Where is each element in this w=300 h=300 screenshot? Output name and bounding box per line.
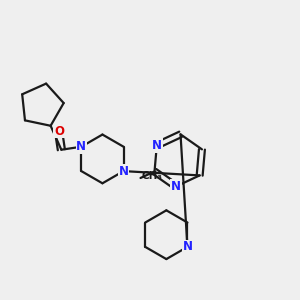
- Text: N: N: [152, 139, 162, 152]
- Text: N: N: [182, 240, 193, 254]
- Text: N: N: [76, 140, 86, 153]
- Text: N: N: [171, 180, 181, 193]
- Text: N: N: [118, 165, 129, 178]
- Text: O: O: [54, 125, 64, 138]
- Text: CH₃: CH₃: [141, 171, 162, 181]
